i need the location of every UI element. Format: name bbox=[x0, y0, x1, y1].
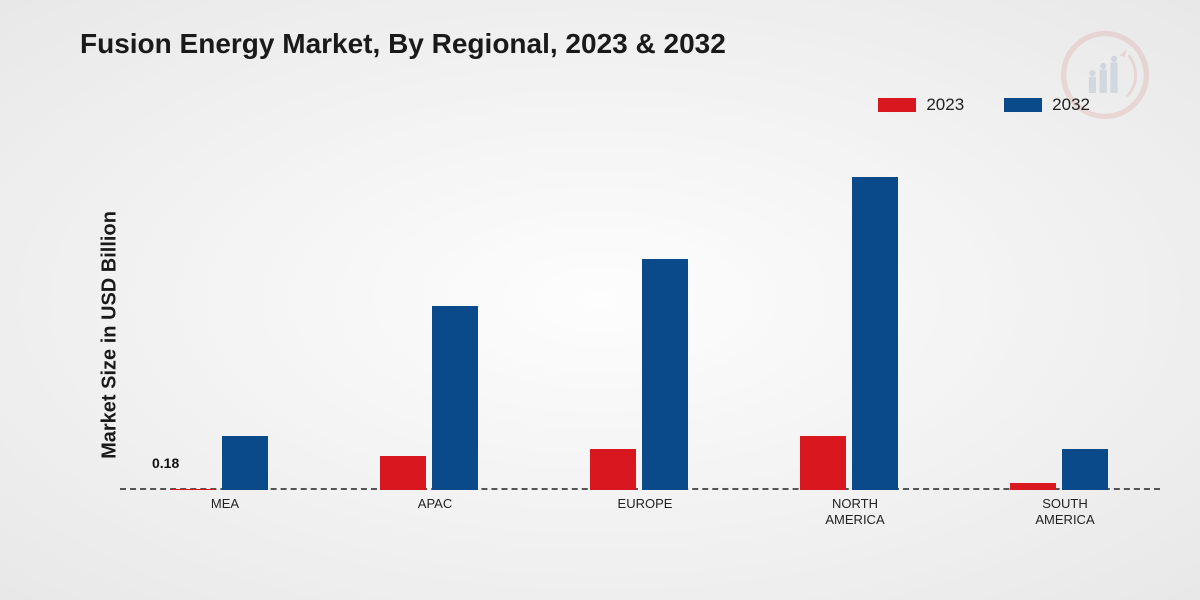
y-axis-label: Market Size in USD Billion bbox=[99, 211, 122, 459]
x-axis-label: NORTHAMERICA bbox=[825, 496, 884, 527]
x-axis-label: SOUTHAMERICA bbox=[1035, 496, 1094, 527]
legend: 2023 2032 bbox=[878, 95, 1090, 115]
data-label: 0.18 bbox=[152, 455, 179, 471]
bar bbox=[590, 449, 636, 490]
chart-title: Fusion Energy Market, By Regional, 2023 … bbox=[80, 28, 726, 60]
legend-swatch-2032 bbox=[1004, 98, 1042, 112]
legend-item-2032: 2032 bbox=[1004, 95, 1090, 115]
chart-area: Market Size in USD Billion MEAAPACEUROPE… bbox=[80, 150, 1160, 520]
plot-area: MEAAPACEUROPENORTHAMERICASOUTHAMERICA0.1… bbox=[120, 150, 1160, 490]
x-axis-label: EUROPE bbox=[618, 496, 673, 512]
bar bbox=[170, 489, 216, 490]
legend-label: 2032 bbox=[1052, 95, 1090, 115]
bar bbox=[1062, 449, 1108, 490]
bar bbox=[1010, 483, 1056, 490]
legend-swatch-2023 bbox=[878, 98, 916, 112]
x-axis-label: APAC bbox=[418, 496, 452, 512]
bar bbox=[432, 306, 478, 490]
bar bbox=[800, 436, 846, 490]
bar bbox=[642, 259, 688, 490]
legend-item-2023: 2023 bbox=[878, 95, 964, 115]
legend-label: 2023 bbox=[926, 95, 964, 115]
bar bbox=[222, 436, 268, 490]
baseline bbox=[120, 488, 1160, 490]
bar bbox=[380, 456, 426, 490]
bar bbox=[852, 177, 898, 490]
x-axis-label: MEA bbox=[211, 496, 239, 512]
